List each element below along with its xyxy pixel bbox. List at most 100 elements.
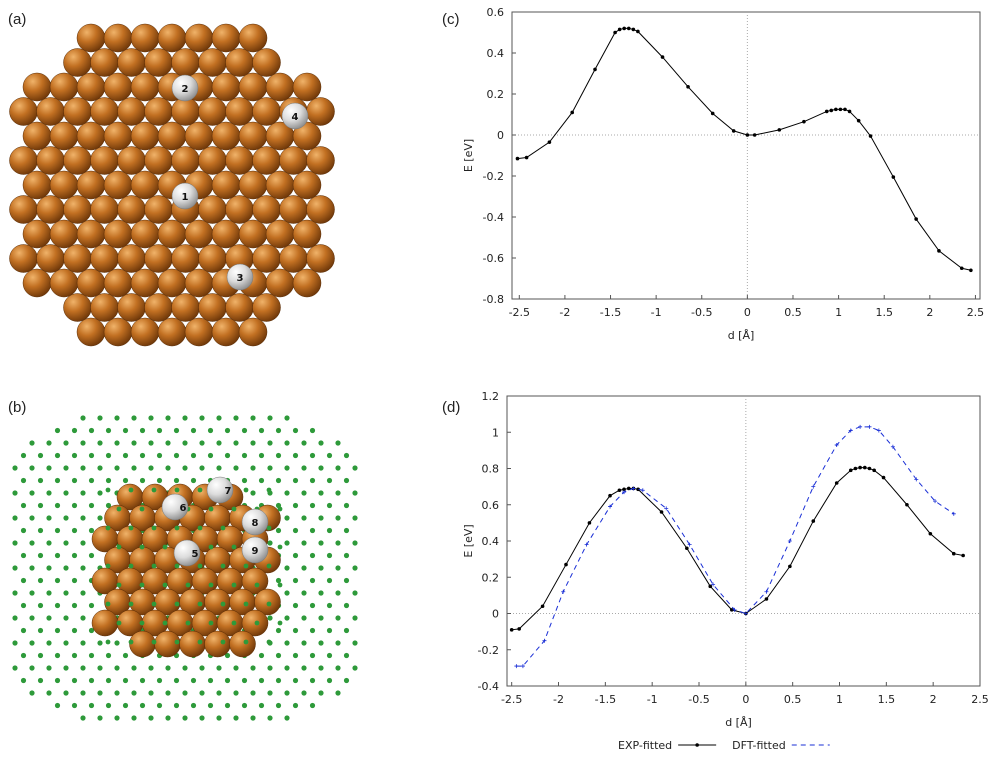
x-tick-label: -1 xyxy=(647,693,658,706)
lattice-site xyxy=(63,490,69,496)
copper-atom xyxy=(225,48,254,77)
point xyxy=(959,266,964,271)
lattice-site xyxy=(335,540,341,546)
lattice-site xyxy=(220,639,226,645)
atom-label: 2 xyxy=(182,84,189,95)
lattice-site xyxy=(54,677,61,684)
lattice-site xyxy=(105,477,112,484)
lattice-site xyxy=(275,477,282,484)
copper-atom xyxy=(49,121,79,151)
lattice-site xyxy=(250,715,256,721)
lattice-site xyxy=(326,652,333,659)
lattice-site xyxy=(116,544,122,550)
lattice-site xyxy=(63,640,69,646)
lattice-site xyxy=(54,502,61,509)
lattice-site xyxy=(80,490,86,496)
atom-label: 5 xyxy=(192,549,199,560)
lattice-site xyxy=(80,665,86,671)
x-tick-label: 2 xyxy=(926,306,933,319)
copper-atom xyxy=(49,268,79,298)
copper-atom xyxy=(238,219,268,249)
lattice-site xyxy=(105,427,112,434)
lattice-site xyxy=(156,452,163,459)
point xyxy=(914,217,918,221)
lattice-site xyxy=(185,582,191,588)
lattice-site xyxy=(105,601,111,607)
lattice-site xyxy=(309,652,316,659)
x-tick-label: 1 xyxy=(836,693,843,706)
lattice-site xyxy=(343,677,350,684)
y-tick-label: 0.8 xyxy=(482,463,500,476)
lattice-site xyxy=(105,452,112,459)
point xyxy=(856,118,861,123)
copper-atom xyxy=(225,195,254,224)
lattice-site xyxy=(267,465,273,471)
lattice-site xyxy=(275,652,282,659)
x-tick-label: 2.5 xyxy=(971,693,989,706)
lattice-site xyxy=(105,677,112,684)
lattice-site xyxy=(88,502,95,509)
lattice-site xyxy=(199,665,205,671)
lattice-site xyxy=(318,665,324,671)
lattice-site xyxy=(114,665,120,671)
lattice-site xyxy=(71,477,78,484)
silver-atom xyxy=(171,74,199,102)
lattice-site xyxy=(63,540,69,546)
lattice-site xyxy=(46,465,52,471)
lattice-site xyxy=(208,620,214,626)
y-tick-label: -0.6 xyxy=(483,252,504,265)
copper-atom xyxy=(211,23,241,53)
plot-frame xyxy=(506,395,981,687)
lattice-site xyxy=(37,627,44,634)
x-tick-label: 1 xyxy=(835,306,842,319)
copper-atom xyxy=(63,293,92,322)
copper-atom xyxy=(117,244,146,273)
lattice-site xyxy=(301,515,307,521)
lattice-site xyxy=(318,640,324,646)
lattice-site xyxy=(254,582,260,588)
point xyxy=(788,564,792,569)
point xyxy=(509,628,514,632)
x-tick-label: -1.5 xyxy=(600,306,621,319)
lattice-site xyxy=(128,487,134,493)
lattice-site xyxy=(266,601,272,607)
lattice-site xyxy=(292,627,299,634)
lattice-site xyxy=(216,415,222,421)
point xyxy=(608,493,612,498)
point xyxy=(626,26,631,31)
point xyxy=(905,502,909,507)
lattice-site xyxy=(29,665,35,671)
copper-atom xyxy=(229,630,256,658)
point xyxy=(890,444,895,449)
lattice-site xyxy=(105,702,112,709)
lattice-site xyxy=(258,452,265,459)
lattice-site xyxy=(284,490,290,496)
lattice-site xyxy=(224,652,231,659)
point xyxy=(608,504,613,509)
x-tick-label: -0.5 xyxy=(691,306,712,319)
lattice-site xyxy=(63,615,69,621)
x-tick-label: -2.5 xyxy=(501,693,522,706)
lattice-site xyxy=(292,702,299,709)
silver-atom xyxy=(281,102,309,130)
lattice-site xyxy=(190,677,197,684)
lattice-site xyxy=(128,601,134,607)
point xyxy=(710,111,715,116)
point xyxy=(848,428,853,433)
lattice-site xyxy=(284,615,290,621)
lattice-site xyxy=(352,540,358,546)
lattice-site xyxy=(241,452,248,459)
lattice-site xyxy=(20,577,27,584)
copper-atom xyxy=(9,146,38,175)
copper-atom xyxy=(22,268,52,298)
lattice-site xyxy=(63,565,69,571)
copper-atom xyxy=(279,195,308,224)
lattice-site xyxy=(148,440,154,446)
lattice-site xyxy=(63,590,69,596)
lattice-site xyxy=(292,477,299,484)
copper-atom xyxy=(9,195,38,224)
lattice-site xyxy=(250,465,256,471)
copper-atom xyxy=(90,146,119,175)
point xyxy=(951,511,956,516)
